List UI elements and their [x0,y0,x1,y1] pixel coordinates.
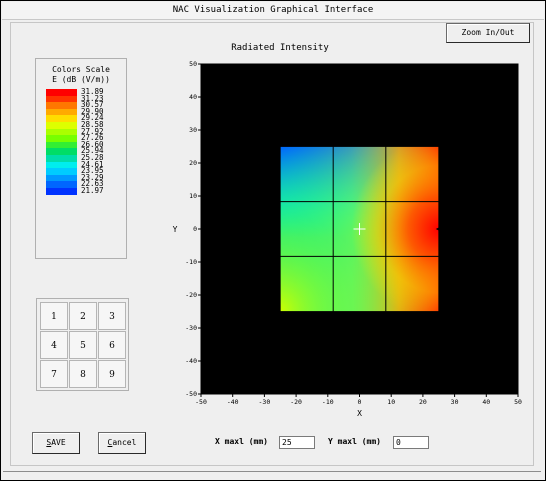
keypad-key-5[interactable]: 5 [69,331,97,359]
color-swatch [46,155,77,162]
color-scale-panel: Colors Scale E (dB (V/m)) 31.89 31.23 30.5… [35,58,127,259]
save-mnemonic: S [46,438,52,447]
color-scale-value: 22.63 [81,179,104,189]
color-scale-value: 27.26 [81,133,104,143]
probe-marker-icon [435,226,442,232]
keypad-key-7[interactable]: 7 [40,360,68,388]
color-scale-unit: E (dB (V/m)) [52,75,110,84]
x-tick-label: -50 [195,398,207,406]
y-tick-label: -30 [185,324,197,332]
color-scale-value: 29.24 [81,113,104,123]
keypad-key-8[interactable]: 8 [69,360,97,388]
color-swatch [46,168,77,175]
color-swatch [46,89,77,96]
y-tick-label: 10 [189,192,197,200]
y-axis-label: Y [173,225,178,234]
color-swatch [46,102,77,109]
keypad-key-3[interactable]: 3 [98,302,126,330]
color-swatch [46,148,77,155]
x-tick-label: -40 [227,398,239,406]
color-scale-value: 27.92 [81,126,104,136]
color-scale-value: 25.94 [81,146,104,156]
color-scale-value: 31.23 [81,93,104,103]
color-swatch [46,174,77,182]
plot-title: Radiated Intensity [231,43,329,53]
x-tick-label: 40 [482,398,490,406]
color-swatch [46,115,77,122]
x-tick-label: 10 [387,398,395,406]
save-button[interactable]: SAVE [32,432,80,454]
color-swatch [46,181,77,188]
x-tick-label: 50 [514,398,522,406]
y-tick-label: -40 [185,357,197,365]
keypad-key-9[interactable]: 9 [98,360,126,388]
x-axis-label: X [357,409,362,418]
keypad-key-6[interactable]: 6 [98,331,126,359]
color-swatch [46,141,77,149]
y-max-input[interactable]: 0 [393,436,429,449]
color-scale-value: 23.95 [81,166,104,176]
x-tick-label: -10 [322,398,334,406]
y-tick-label: 30 [189,126,197,134]
color-swatch [46,188,77,195]
color-scale-value: 23.29 [81,172,104,182]
color-scale-value: 31.89 [81,87,104,96]
color-scale-value: 29.90 [81,106,104,116]
y-tick-label: 40 [189,93,197,101]
color-swatch [46,128,77,136]
y-tick-label: -20 [185,291,197,299]
cancel-button[interactable]: Cancel [98,432,146,454]
color-scale-value: 25.28 [81,153,104,162]
y-tick-label: 20 [189,159,197,167]
cancel-label: ancel [112,438,137,447]
color-scale-value: 30.57 [81,100,104,110]
x-tick-label: 0 [358,398,362,406]
color-scale-value: 24.61 [81,159,104,169]
y-tick-label: 50 [189,60,197,68]
x-max-input[interactable]: 25 [279,436,315,449]
color-scale-value: 28.58 [81,120,104,129]
position-keypad: 1 2 3 4 5 6 7 8 9 [36,298,129,391]
keypad-key-2[interactable]: 2 [69,302,97,330]
color-swatch [46,108,77,116]
y-tick-label: 0 [193,225,197,233]
intensity-plot: -50 -40 -30 -20 -10 0 10 20 30 40 50 50 40 30 20 10 0 -10… [173,60,522,418]
color-swatch [46,135,77,142]
color-swatch [46,161,77,169]
y-tick-label: -10 [185,258,197,266]
y-max-label: Y maxl (mm) [328,437,381,446]
cancel-mnemonic: C [107,438,113,447]
y-tick-label: -50 [185,390,197,398]
keypad-key-4[interactable]: 4 [40,331,68,359]
color-swatch [46,95,77,103]
x-tick-label: -20 [290,398,302,406]
color-scale-value: 21.97 [81,186,104,195]
keypad-key-1[interactable]: 1 [40,302,68,330]
zoom-button[interactable]: Zoom In/Out [446,23,530,43]
x-tick-label: -30 [259,398,271,406]
window-title: NAC Visualization Graphical Interface [2,2,544,20]
x-tick-label: 20 [419,398,427,406]
save-label: AVE [51,438,66,447]
x-tick-label: 30 [451,398,459,406]
color-scale-title: Colors Scale [52,65,110,74]
color-swatch [46,122,77,129]
status-divider [3,471,541,472]
color-scale-value: 26.60 [81,139,104,149]
x-max-label: X maxl (mm) [215,437,268,446]
